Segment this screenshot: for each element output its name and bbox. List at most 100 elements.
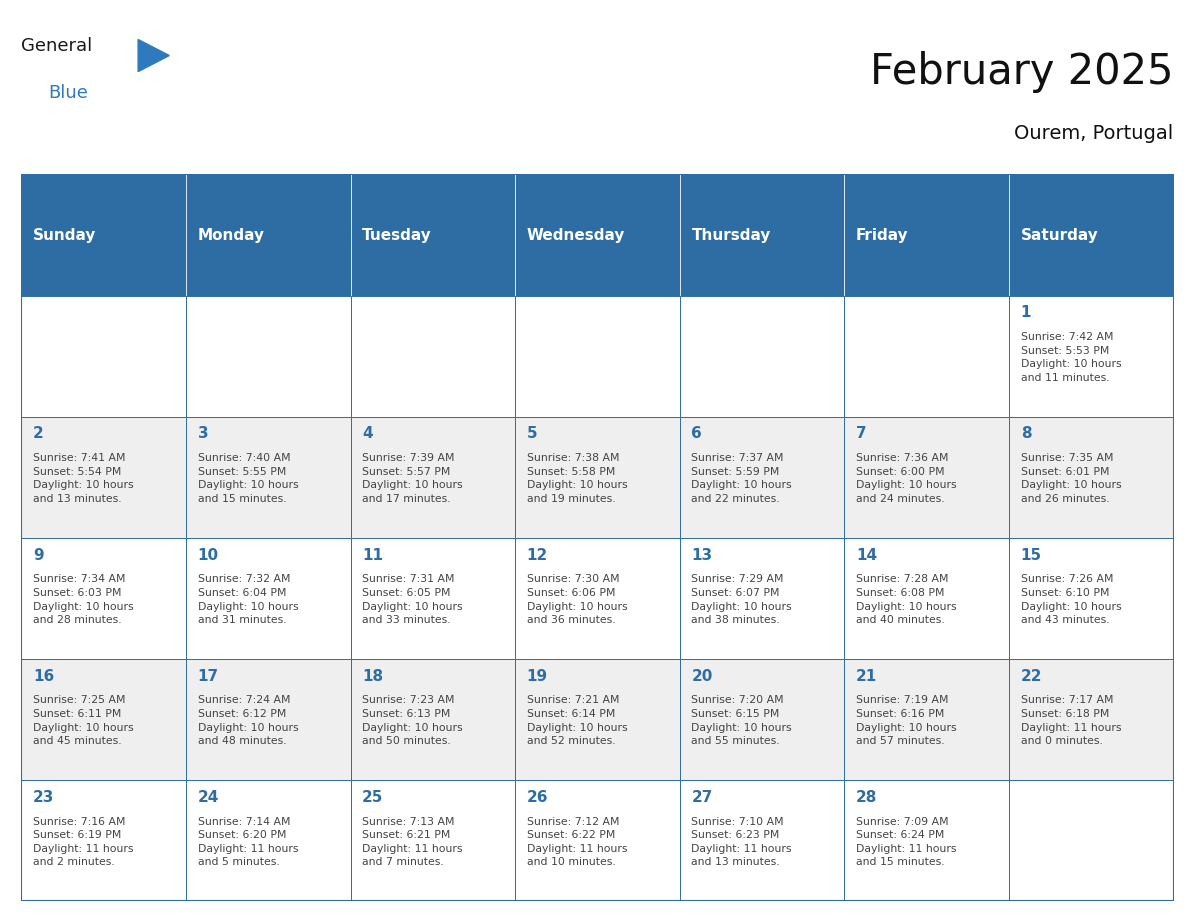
Bar (1009, 417, 1174, 538)
Bar (350, 174, 516, 296)
Text: Monday: Monday (197, 228, 265, 242)
Text: Sunrise: 7:38 AM
Sunset: 5:58 PM
Daylight: 10 hours
and 19 minutes.: Sunrise: 7:38 AM Sunset: 5:58 PM Dayligh… (526, 453, 627, 504)
Text: Sunrise: 7:16 AM
Sunset: 6:19 PM
Daylight: 11 hours
and 2 minutes.: Sunrise: 7:16 AM Sunset: 6:19 PM Dayligh… (33, 817, 133, 868)
Text: Thursday: Thursday (691, 228, 771, 242)
Text: General: General (21, 37, 93, 55)
Text: Sunrise: 7:30 AM
Sunset: 6:06 PM
Daylight: 10 hours
and 36 minutes.: Sunrise: 7:30 AM Sunset: 6:06 PM Dayligh… (526, 575, 627, 625)
Bar (187, 780, 350, 901)
Text: 13: 13 (691, 548, 713, 563)
Text: 21: 21 (857, 669, 877, 684)
Text: Saturday: Saturday (1020, 228, 1099, 242)
Bar (516, 538, 680, 659)
Bar (845, 659, 1009, 780)
Text: 10: 10 (197, 548, 219, 563)
Text: 19: 19 (526, 669, 548, 684)
Text: Sunrise: 7:25 AM
Sunset: 6:11 PM
Daylight: 10 hours
and 45 minutes.: Sunrise: 7:25 AM Sunset: 6:11 PM Dayligh… (33, 696, 133, 746)
Text: 8: 8 (1020, 427, 1031, 442)
Bar (845, 174, 1009, 296)
Text: 23: 23 (33, 790, 55, 805)
Text: 20: 20 (691, 669, 713, 684)
Text: 9: 9 (33, 548, 44, 563)
Bar (516, 417, 680, 538)
Text: Sunrise: 7:36 AM
Sunset: 6:00 PM
Daylight: 10 hours
and 24 minutes.: Sunrise: 7:36 AM Sunset: 6:00 PM Dayligh… (857, 453, 956, 504)
Text: Sunrise: 7:34 AM
Sunset: 6:03 PM
Daylight: 10 hours
and 28 minutes.: Sunrise: 7:34 AM Sunset: 6:03 PM Dayligh… (33, 575, 133, 625)
Text: Blue: Blue (48, 84, 88, 103)
Text: 24: 24 (197, 790, 219, 805)
Bar (187, 659, 350, 780)
Bar (1009, 296, 1174, 417)
Text: Sunrise: 7:29 AM
Sunset: 6:07 PM
Daylight: 10 hours
and 38 minutes.: Sunrise: 7:29 AM Sunset: 6:07 PM Dayligh… (691, 575, 792, 625)
Text: 3: 3 (197, 427, 208, 442)
Text: Sunrise: 7:12 AM
Sunset: 6:22 PM
Daylight: 11 hours
and 10 minutes.: Sunrise: 7:12 AM Sunset: 6:22 PM Dayligh… (526, 817, 627, 868)
Bar (845, 296, 1009, 417)
Bar (516, 296, 680, 417)
Bar (187, 538, 350, 659)
Text: Sunrise: 7:23 AM
Sunset: 6:13 PM
Daylight: 10 hours
and 50 minutes.: Sunrise: 7:23 AM Sunset: 6:13 PM Dayligh… (362, 696, 463, 746)
Text: 4: 4 (362, 427, 373, 442)
Text: 2: 2 (33, 427, 44, 442)
Text: Sunrise: 7:37 AM
Sunset: 5:59 PM
Daylight: 10 hours
and 22 minutes.: Sunrise: 7:37 AM Sunset: 5:59 PM Dayligh… (691, 453, 792, 504)
Bar (516, 174, 680, 296)
Text: Sunrise: 7:17 AM
Sunset: 6:18 PM
Daylight: 11 hours
and 0 minutes.: Sunrise: 7:17 AM Sunset: 6:18 PM Dayligh… (1020, 696, 1121, 746)
Text: 22: 22 (1020, 669, 1042, 684)
Text: 7: 7 (857, 427, 867, 442)
Text: Sunrise: 7:26 AM
Sunset: 6:10 PM
Daylight: 10 hours
and 43 minutes.: Sunrise: 7:26 AM Sunset: 6:10 PM Dayligh… (1020, 575, 1121, 625)
Bar (845, 538, 1009, 659)
Bar (21, 780, 187, 901)
Text: 18: 18 (362, 669, 384, 684)
Text: 26: 26 (526, 790, 549, 805)
Text: Tuesday: Tuesday (362, 228, 432, 242)
Bar (21, 538, 187, 659)
Text: 25: 25 (362, 790, 384, 805)
Text: Friday: Friday (857, 228, 909, 242)
Text: Sunrise: 7:35 AM
Sunset: 6:01 PM
Daylight: 10 hours
and 26 minutes.: Sunrise: 7:35 AM Sunset: 6:01 PM Dayligh… (1020, 453, 1121, 504)
Bar (1009, 174, 1174, 296)
Text: 27: 27 (691, 790, 713, 805)
Text: 14: 14 (857, 548, 877, 563)
Text: Sunrise: 7:19 AM
Sunset: 6:16 PM
Daylight: 10 hours
and 57 minutes.: Sunrise: 7:19 AM Sunset: 6:16 PM Dayligh… (857, 696, 956, 746)
Text: 16: 16 (33, 669, 55, 684)
Bar (187, 296, 350, 417)
Text: Sunrise: 7:41 AM
Sunset: 5:54 PM
Daylight: 10 hours
and 13 minutes.: Sunrise: 7:41 AM Sunset: 5:54 PM Dayligh… (33, 453, 133, 504)
Bar (21, 174, 187, 296)
Bar (21, 417, 187, 538)
Bar (1009, 538, 1174, 659)
Bar (187, 417, 350, 538)
Bar (1009, 780, 1174, 901)
Text: Sunrise: 7:31 AM
Sunset: 6:05 PM
Daylight: 10 hours
and 33 minutes.: Sunrise: 7:31 AM Sunset: 6:05 PM Dayligh… (362, 575, 463, 625)
Text: Sunrise: 7:13 AM
Sunset: 6:21 PM
Daylight: 11 hours
and 7 minutes.: Sunrise: 7:13 AM Sunset: 6:21 PM Dayligh… (362, 817, 462, 868)
Text: Sunrise: 7:28 AM
Sunset: 6:08 PM
Daylight: 10 hours
and 40 minutes.: Sunrise: 7:28 AM Sunset: 6:08 PM Dayligh… (857, 575, 956, 625)
Text: 6: 6 (691, 427, 702, 442)
Text: 1: 1 (1020, 306, 1031, 320)
Text: Wednesday: Wednesday (526, 228, 625, 242)
Text: Sunrise: 7:40 AM
Sunset: 5:55 PM
Daylight: 10 hours
and 15 minutes.: Sunrise: 7:40 AM Sunset: 5:55 PM Dayligh… (197, 453, 298, 504)
Polygon shape (138, 39, 169, 72)
Text: Sunrise: 7:20 AM
Sunset: 6:15 PM
Daylight: 10 hours
and 55 minutes.: Sunrise: 7:20 AM Sunset: 6:15 PM Dayligh… (691, 696, 792, 746)
Bar (350, 296, 516, 417)
Text: Ourem, Portugal: Ourem, Portugal (1015, 124, 1174, 143)
Text: Sunrise: 7:24 AM
Sunset: 6:12 PM
Daylight: 10 hours
and 48 minutes.: Sunrise: 7:24 AM Sunset: 6:12 PM Dayligh… (197, 696, 298, 746)
Text: Sunrise: 7:21 AM
Sunset: 6:14 PM
Daylight: 10 hours
and 52 minutes.: Sunrise: 7:21 AM Sunset: 6:14 PM Dayligh… (526, 696, 627, 746)
Text: 15: 15 (1020, 548, 1042, 563)
Text: 5: 5 (526, 427, 537, 442)
Text: Sunrise: 7:14 AM
Sunset: 6:20 PM
Daylight: 11 hours
and 5 minutes.: Sunrise: 7:14 AM Sunset: 6:20 PM Dayligh… (197, 817, 298, 868)
Bar (21, 296, 187, 417)
Bar (1009, 659, 1174, 780)
Bar (21, 659, 187, 780)
Bar (516, 659, 680, 780)
Bar (845, 417, 1009, 538)
Text: Sunrise: 7:10 AM
Sunset: 6:23 PM
Daylight: 11 hours
and 13 minutes.: Sunrise: 7:10 AM Sunset: 6:23 PM Dayligh… (691, 817, 792, 868)
Bar (680, 659, 845, 780)
Text: 12: 12 (526, 548, 548, 563)
Text: Sunrise: 7:42 AM
Sunset: 5:53 PM
Daylight: 10 hours
and 11 minutes.: Sunrise: 7:42 AM Sunset: 5:53 PM Dayligh… (1020, 332, 1121, 383)
Bar (845, 780, 1009, 901)
Text: 17: 17 (197, 669, 219, 684)
Bar (680, 296, 845, 417)
Bar (680, 174, 845, 296)
Bar (350, 417, 516, 538)
Text: Sunrise: 7:09 AM
Sunset: 6:24 PM
Daylight: 11 hours
and 15 minutes.: Sunrise: 7:09 AM Sunset: 6:24 PM Dayligh… (857, 817, 956, 868)
Bar (680, 538, 845, 659)
Text: February 2025: February 2025 (871, 50, 1174, 93)
Bar (516, 780, 680, 901)
Text: 11: 11 (362, 548, 384, 563)
